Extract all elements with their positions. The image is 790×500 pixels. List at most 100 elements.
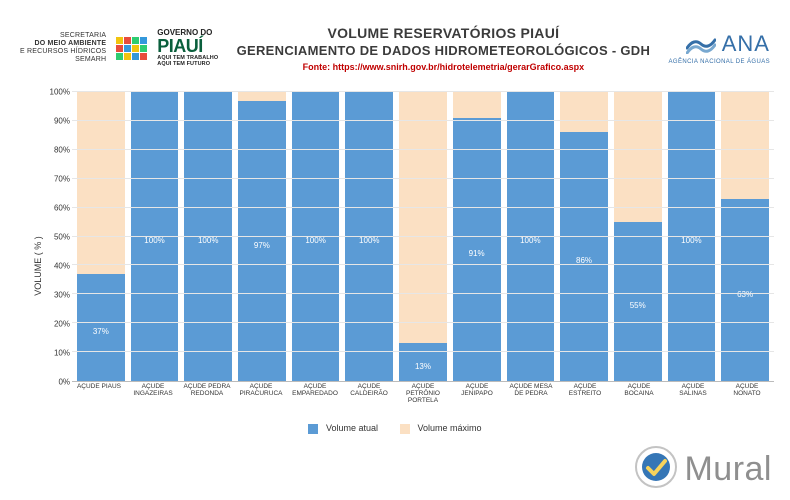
secretaria-block: SECRETARIA DO MEIO AMBIENTE E RECURSOS H… (20, 32, 106, 64)
ana-text: ANA (722, 31, 770, 57)
ana-block: ANA AGÊNCIA NACIONAL DE ÁGUAS (669, 31, 770, 65)
y-tick: 40% (54, 262, 70, 271)
grid-line (72, 351, 774, 352)
watermark-badge-icon (634, 445, 678, 494)
legend-atual-label: Volume atual (326, 423, 378, 433)
y-tick: 20% (54, 320, 70, 329)
bar-col: 91% (450, 92, 504, 381)
x-label: AÇUDE NONATO (720, 383, 774, 404)
grid-line (72, 207, 774, 208)
bar-value-label: 100% (144, 236, 164, 245)
y-tick: 50% (54, 233, 70, 242)
swatch-atual (308, 424, 318, 434)
secretaria-l4: SEMARH (20, 56, 106, 64)
x-label: AÇUDE BOCAINA (612, 383, 666, 404)
chart: VOLUME ( % ) 0% 10% 20% 30% 40% 50% 60% 70% 80% 9… (10, 92, 780, 440)
bar-col: 100% (128, 92, 182, 381)
x-label: AÇUDE PETRÔNIO PORTELA (396, 383, 450, 404)
y-tick: 100% (50, 88, 70, 97)
watermark: Mural (634, 445, 772, 494)
x-label: AÇUDE PIRACURUCA (234, 383, 288, 404)
bar-value-label: 100% (198, 236, 218, 245)
secretaria-l2: DO MEIO AMBIENTE (20, 40, 106, 48)
legend-atual: Volume atual (308, 423, 378, 434)
swatch-maximo (400, 424, 410, 434)
bar-value-label: 97% (254, 241, 270, 250)
chart-title-1: VOLUME RESERVATÓRIOS PIAUÍ (226, 25, 660, 41)
x-label: AÇUDE EMPAREDADO (288, 383, 342, 404)
x-label: AÇUDE SALINAS (666, 383, 720, 404)
bar-value-label: 55% (630, 301, 646, 310)
y-tick: 80% (54, 146, 70, 155)
bar-col: 100% (504, 92, 558, 381)
y-axis-label: VOLUME ( % ) (33, 236, 43, 296)
secretaria-l1: SECRETARIA (20, 32, 106, 40)
bar-col: 37% (74, 92, 128, 381)
legend-maximo: Volume máximo (400, 423, 482, 434)
y-tick: 30% (54, 291, 70, 300)
x-label: AÇUDE CALDEIRÃO (342, 383, 396, 404)
grid-line (72, 91, 774, 92)
bar-maximo (721, 92, 769, 199)
grid-line (72, 322, 774, 323)
x-label: AÇUDE JENIPAPO (450, 383, 504, 404)
bar-col: 97% (235, 92, 289, 381)
bar-maximo (399, 92, 447, 343)
bar-maximo (614, 92, 662, 222)
chart-title-2: GERENCIAMENTO DE DADOS HIDROMETEOROLÓGIC… (226, 43, 660, 58)
grid-line (72, 120, 774, 121)
bar-value-label: 100% (305, 236, 325, 245)
grid-line (72, 149, 774, 150)
x-axis-labels: AÇUDE PIAUSAÇUDE INGAZEIRASAÇUDE PEDRA R… (72, 383, 774, 404)
plot-area: 37% 100% 100% 97% 100% 100% 13% 91% 100% 86% 55% 10… (72, 92, 774, 382)
secretaria-l3: E RECURSOS HÍDRICOS (20, 48, 106, 56)
bar-value-label: 91% (469, 249, 485, 258)
legend-maximo-label: Volume máximo (418, 423, 482, 433)
y-tick: 70% (54, 175, 70, 184)
x-label: AÇUDE PIAUS (72, 383, 126, 404)
bar-maximo (560, 92, 608, 132)
left-logos: SECRETARIA DO MEIO AMBIENTE E RECURSOS H… (20, 29, 218, 68)
bar-maximo (453, 92, 501, 118)
bar-col: 100% (289, 92, 343, 381)
titles: VOLUME RESERVATÓRIOS PIAUÍ GERENCIAMENTO… (218, 25, 668, 72)
grid-line (72, 236, 774, 237)
flag-icon (116, 37, 147, 60)
legend: Volume atual Volume máximo (10, 423, 780, 434)
y-axis: 0%10%20%30%40%50%60%70%80%90%100% (44, 92, 72, 382)
bar-value-label: 100% (520, 236, 540, 245)
grid-line (72, 264, 774, 265)
bar-value-label: 37% (93, 327, 109, 336)
bar-col: 100% (342, 92, 396, 381)
bar-col: 63% (718, 92, 772, 381)
bar-col: 86% (557, 92, 611, 381)
watermark-text: Mural (684, 450, 772, 489)
chart-source: Fonte: https://www.snirh.gov.br/hidrotel… (226, 62, 660, 72)
x-label: AÇUDE MESA DE PEDRA (504, 383, 558, 404)
ana-wave-icon (686, 34, 716, 54)
governo-block: GOVERNO DO PIAUÍ AQUI TEM TRABALHO AQUI … (157, 29, 218, 68)
page-root: SECRETARIA DO MEIO AMBIENTE E RECURSOS H… (0, 0, 790, 500)
gov-tag2: AQUI TEM FUTURO (157, 62, 218, 68)
y-tick: 60% (54, 204, 70, 213)
ana-logo: ANA (669, 31, 770, 57)
y-tick: 0% (58, 378, 70, 387)
bar-value-label: 13% (415, 362, 431, 371)
gov-big: PIAUÍ (157, 37, 218, 56)
bar-value-label: 100% (359, 236, 379, 245)
x-label: AÇUDE PEDRA REDONDA (180, 383, 234, 404)
grid-line (72, 293, 774, 294)
bar-col: 100% (181, 92, 235, 381)
grid-line (72, 178, 774, 179)
bar-value-label: 100% (681, 236, 701, 245)
bar-maximo (238, 92, 286, 101)
x-label: AÇUDE INGAZEIRAS (126, 383, 180, 404)
header: SECRETARIA DO MEIO AMBIENTE E RECURSOS H… (0, 0, 790, 88)
bars-container: 37% 100% 100% 97% 100% 100% 13% 91% 100% 86% 55% 10… (72, 92, 774, 381)
ana-subtitle: AGÊNCIA NACIONAL DE ÁGUAS (669, 59, 770, 65)
y-tick: 90% (54, 117, 70, 126)
x-label: AÇUDE ESTREITO (558, 383, 612, 404)
bar-col: 55% (611, 92, 665, 381)
bar-col: 100% (665, 92, 719, 381)
y-tick: 10% (54, 349, 70, 358)
